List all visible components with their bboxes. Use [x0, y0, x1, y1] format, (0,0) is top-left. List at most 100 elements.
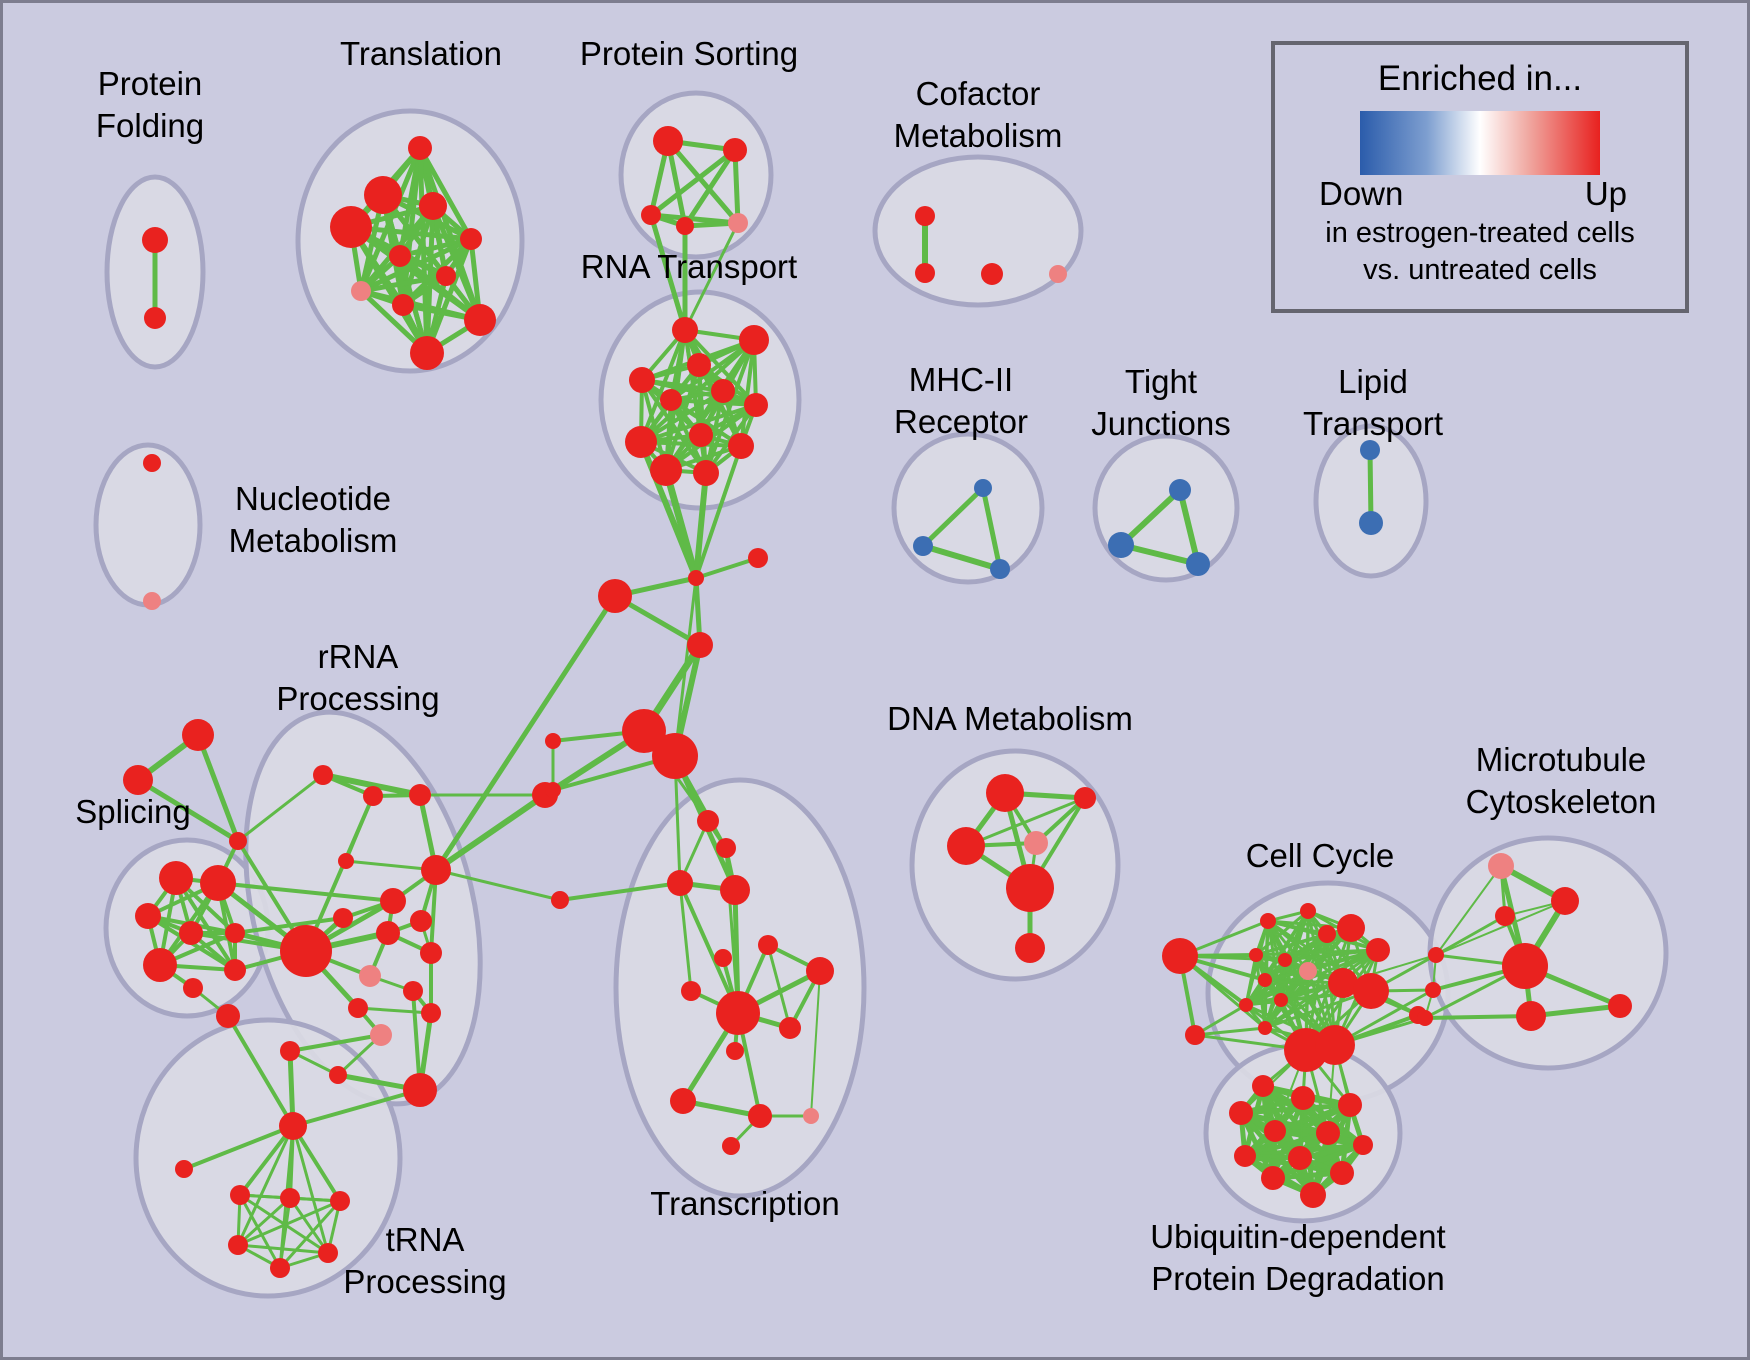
edge: [236, 1199, 342, 1247]
edge: [1178, 954, 1267, 1030]
edge: [724, 846, 740, 1015]
cluster-ellipse-transcription: [613, 777, 867, 1199]
node-ub3: [1338, 1093, 1362, 1117]
edge: [278, 1199, 342, 1270]
edge: [732, 147, 741, 226]
node-d5: [1006, 864, 1054, 912]
node-r4: [629, 367, 655, 393]
node-tx5: [758, 935, 778, 955]
edge: [356, 1006, 433, 1015]
cluster-label-rrna-processing: rRNA Processing: [276, 638, 439, 717]
node-cc6: [1337, 914, 1365, 942]
node-g1: [622, 709, 666, 753]
edge: [810, 970, 821, 1117]
node-ub8: [1234, 1145, 1256, 1167]
edge: [291, 1124, 342, 1203]
edge: [766, 943, 792, 1030]
edge: [1238, 1102, 1353, 1116]
node-n2: [143, 592, 161, 610]
edge: [693, 470, 709, 581]
edge: [680, 1098, 763, 1119]
edge: [1193, 1026, 1267, 1037]
node-c4: [1049, 265, 1067, 283]
node-tx8: [681, 981, 701, 1001]
edge: [291, 1088, 422, 1128]
edge: [980, 485, 1003, 572]
cluster-label-cofactor-metabolism: Cofactor Metabolism: [894, 75, 1063, 154]
node-tj2: [1108, 532, 1134, 558]
edge: [639, 389, 725, 444]
edge: [1367, 447, 1374, 526]
node-r5: [711, 379, 735, 403]
edge: [694, 444, 743, 580]
node-c3: [981, 263, 1003, 285]
cluster-ellipse-cofactor-metabolism: [872, 154, 1084, 308]
node-m2: [913, 536, 933, 556]
edge: [1254, 909, 1310, 957]
node-t6: [389, 245, 411, 267]
node-s2: [598, 579, 632, 613]
legend-down-label: Down: [1319, 175, 1404, 212]
node-cc12: [1353, 973, 1389, 1009]
node-sp4: [179, 921, 203, 945]
node-lw2: [545, 782, 561, 798]
edge: [433, 792, 548, 873]
edge: [1118, 487, 1183, 548]
edge: [417, 145, 474, 242]
edge: [216, 881, 395, 903]
node-rm: [420, 942, 442, 964]
edge: [288, 1196, 330, 1255]
node-tx9: [716, 991, 760, 1035]
legend-title: Enriched in...: [1377, 59, 1583, 98]
node-p4: [676, 217, 694, 235]
node-cc2: [1185, 1025, 1205, 1045]
edge: [640, 378, 708, 475]
node-p5: [728, 213, 748, 233]
edge: [694, 556, 760, 580]
cluster-label-tight-junctions: Tight Junctions: [1091, 363, 1230, 442]
node-t2: [364, 176, 402, 214]
node-tx12: [748, 1104, 772, 1128]
node-ub11: [1330, 1161, 1354, 1185]
edge: [1283, 948, 1380, 962]
edge: [195, 732, 241, 844]
edge: [433, 593, 618, 873]
node-r7: [744, 393, 768, 417]
node-tx4: [720, 875, 750, 905]
edge: [920, 485, 986, 549]
cluster-label-splicing: Splicing: [75, 793, 191, 830]
node-s3: [748, 548, 768, 568]
node-ub12: [1300, 1182, 1326, 1208]
node-sp6: [143, 948, 177, 982]
cluster-label-nucleotide-metabolism: Nucleotide Metabolism: [229, 480, 398, 559]
edge: [639, 440, 743, 448]
node-th2: [280, 1188, 300, 1208]
node-ub5: [1264, 1120, 1286, 1142]
cluster-label-transcription: Transcription: [650, 1185, 840, 1222]
edge: [640, 378, 758, 407]
edge: [964, 796, 1087, 848]
edge: [1244, 953, 1258, 1007]
node-cc16: [1258, 1021, 1272, 1035]
node-r10: [728, 433, 754, 459]
node-ub7: [1353, 1135, 1373, 1155]
node-tx3: [667, 870, 693, 896]
cluster-label-rna-transport: RNA Transport: [581, 248, 797, 285]
edge: [683, 328, 758, 407]
node-c1: [915, 206, 935, 226]
edge: [662, 466, 700, 582]
node-pf2: [144, 307, 166, 329]
node-t11: [410, 336, 444, 370]
node-t4: [330, 206, 372, 248]
node-rd: [338, 853, 354, 869]
edge: [236, 1196, 292, 1247]
edge: [682, 147, 738, 229]
node-rx: [403, 1073, 437, 1107]
node-cc13: [1258, 973, 1272, 987]
node-cc10: [1299, 962, 1317, 980]
node-p3: [641, 205, 661, 225]
node-qb: [229, 832, 247, 850]
edge: [665, 138, 741, 226]
node-ub9: [1288, 1146, 1312, 1170]
node-tj3: [1186, 552, 1210, 576]
